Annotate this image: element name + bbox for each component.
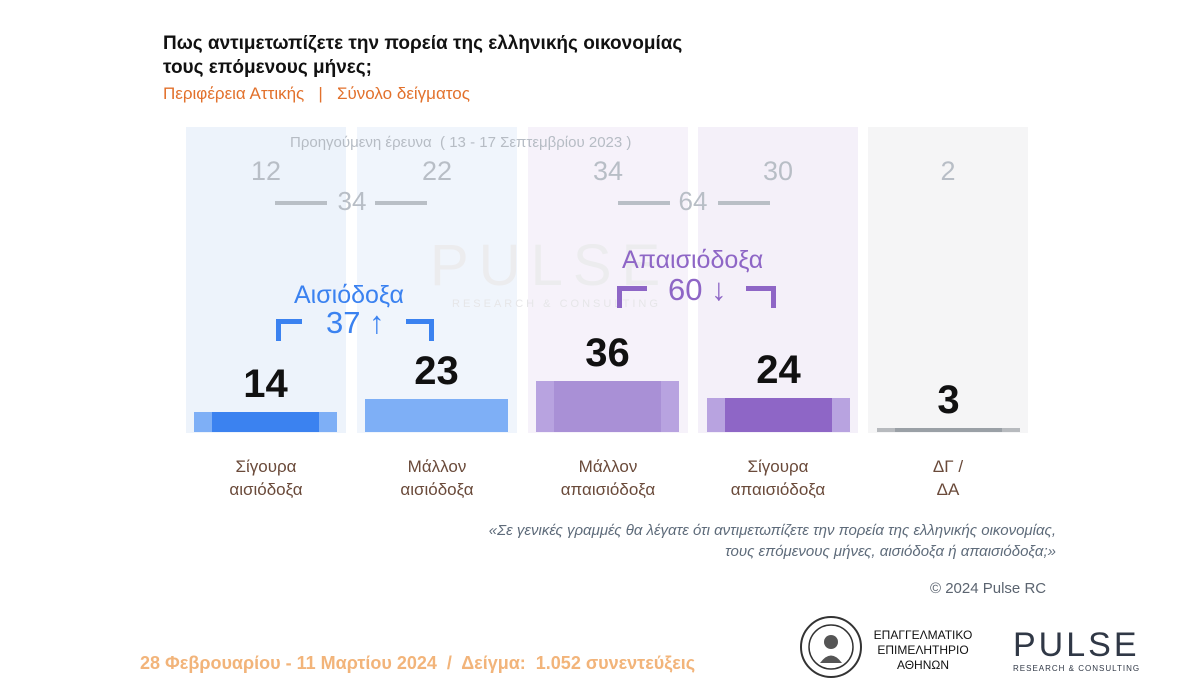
pulse-watermark-tagline: RESEARCH & CONSULTING [452,298,661,310]
survey-footer: 28 Φεβρουαρίου - 11 Μαρτίου 2024 / Δείγμ… [140,653,696,673]
value-label-dg-da: 3 [937,377,960,422]
panel-dk [868,127,1028,433]
optimistic-bracket-right-top [406,319,434,324]
chart-title: Πως αντιμετωπίζετε την πορεία της ελληνι… [163,33,683,78]
category-label-mallon-aisiodoxa: Μάλλον αισιόδοξα [400,457,474,499]
bar-mallon-aisiodoxa [365,399,508,432]
chamber-seal-logo [800,616,862,678]
bar-fill [725,397,832,432]
chart-subtitle: Περιφέρεια Αττικής | Σύνολο δείγματος [163,84,470,103]
previous-optimistic-line-left [275,201,327,205]
value-label-sigoura-aisiodoxa: 14 [243,362,288,407]
chamber-name: ΕΠΑΓΓΕΛΜΑΤΙΚΟ ΕΠΙΜΕΛΗΤΗΡΙΟ ΑΘΗΝΩΝ [873,628,973,672]
bar-fill [554,380,661,432]
optimistic-net-value: 37 ↑ [326,305,385,340]
previous-value-5: 2 [940,156,956,186]
bar-fill [212,412,319,432]
panel-pessimistic-strong [698,127,858,433]
survey-question: «Σε γενικές γραμμές θα λέγατε ότι αντιμε… [488,522,1056,560]
value-label-sigoura-apaisiodoxa: 24 [756,347,801,392]
category-label-sigoura-aisiodoxa: Σίγουρα αισιόδοξα [229,457,303,499]
value-label-mallon-aisiodoxa: 23 [414,349,459,394]
panel-optimistic-strong [186,127,346,433]
pessimistic-group-label: Απαισιόδοξα [622,246,764,274]
previous-pessimistic-line-left [618,201,670,205]
pessimistic-bracket-left-top [617,286,647,291]
optimistic-bracket-left-side [276,319,281,341]
previous-value-1: 12 [250,156,282,186]
pulse-logo: PULSE [1013,626,1140,664]
optimistic-bracket-right-side [429,319,434,341]
bar-sigoura-aisiodoxa [194,412,337,432]
pessimistic-bracket-left-side [617,286,622,308]
copyright: © 2024 Pulse RC [930,580,1047,597]
previous-value-3: 34 [592,156,624,186]
pessimistic-bracket-right-top [746,286,776,291]
previous-value-2: 22 [421,156,453,186]
previous-pessimistic-total: 64 [678,186,708,216]
value-label-mallon-apaisiodoxa: 36 [585,330,630,375]
previous-optimistic-line-right [375,201,427,205]
bar-mallon-apaisiodoxa [536,380,679,432]
previous-pessimistic-line-right [718,201,770,205]
pulse-logo-tagline: RESEARCH & CONSULTING [1013,664,1141,673]
pessimistic-bracket-right-side [771,286,776,308]
category-label-dg-da: ΔΓ / ΔΑ [932,457,964,499]
previous-optimistic-total: 34 [337,186,367,216]
optimistic-bracket-left-top [276,319,302,324]
bar-dg-da [877,427,1020,432]
bar-sigoura-apaisiodoxa [707,397,850,432]
panel-optimistic-weak [357,127,517,433]
bar-fill [383,399,490,432]
category-label-sigoura-apaisiodoxa: Σίγουρα απαισιόδοξα [730,457,826,499]
previous-survey-title: Προηγούμενη έρευνα ( 13 - 17 Σεπτεμβρίου… [290,134,632,151]
optimistic-group-label: Αισιόδοξα [294,281,404,309]
previous-value-4: 30 [762,156,794,186]
bar-fill [895,427,1002,432]
category-label-mallon-apaisiodoxa: Μάλλον απαισιόδοξα [560,457,656,499]
chamber-seal-icon [808,624,854,670]
pessimistic-net-value: 60 ↓ [668,272,727,307]
